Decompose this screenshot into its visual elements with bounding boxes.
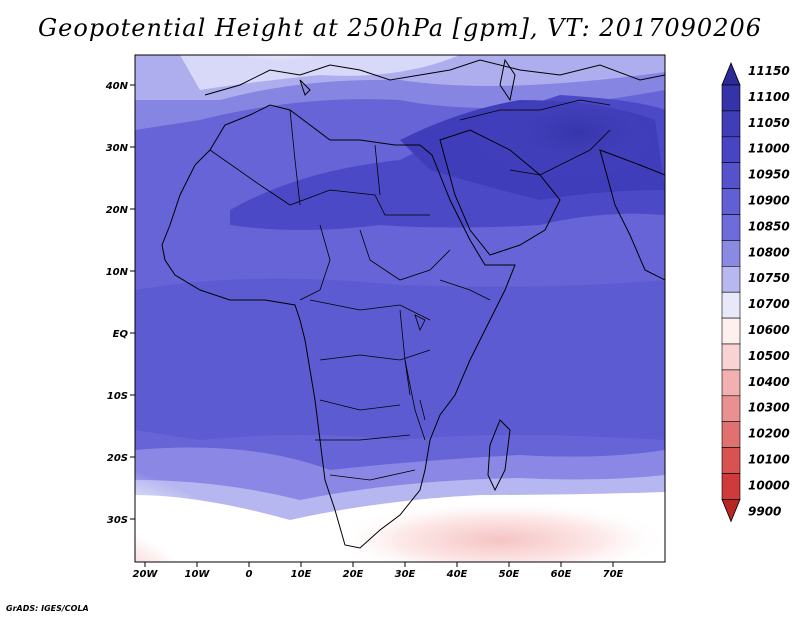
- colorbar-swatch: [721, 369, 741, 397]
- x-tick-label: 40E: [446, 569, 468, 580]
- colorbar-label: 10950: [748, 168, 790, 182]
- y-tick-label: 30S: [107, 515, 128, 526]
- x-tick-label: 0: [246, 569, 253, 580]
- y-tick-label: 20S: [107, 453, 128, 464]
- colorbar-label: 10200: [748, 427, 790, 441]
- y-tick-label: 10N: [106, 267, 129, 278]
- colorbar-swatch: [721, 421, 741, 448]
- colorbar-label: 11000: [748, 142, 790, 156]
- coastlines: [161, 58, 665, 549]
- colorbar-swatch: [721, 188, 741, 215]
- plot-frame: [134, 54, 666, 563]
- map-title: Geopotential Height at 250hPa [gpm], VT:…: [38, 14, 762, 42]
- colorbar-label: 9900: [748, 504, 781, 518]
- colorbar-top-arrow: [721, 61, 741, 86]
- colorbar-label: 11100: [748, 90, 790, 104]
- x-tick-label: 10W: [185, 569, 211, 580]
- colorbar-swatch: [721, 447, 741, 474]
- colorbar-swatch: [721, 473, 741, 500]
- colorbar-swatch: [721, 214, 741, 241]
- colorbar-label: 10000: [748, 478, 790, 492]
- colorbar-swatch: [721, 343, 741, 371]
- colorbar-swatch: [721, 395, 741, 422]
- x-tick-label: 20E: [343, 569, 364, 580]
- colorbar-swatch: [721, 291, 741, 319]
- colorbar-label: 10500: [748, 349, 790, 363]
- colorbar-swatch: [721, 84, 741, 112]
- height-field: [135, 55, 665, 562]
- colorbar-swatch: [721, 265, 741, 293]
- colorbar-label: 10300: [748, 401, 790, 415]
- colorbar: 11150 11100 11050 11000 10950 10900 10850 10800…: [721, 61, 790, 523]
- y-tick-label: 40N: [105, 81, 129, 92]
- colorbar-label: 10900: [748, 194, 790, 208]
- credit-text: GrADS: IGES/COLA: [6, 604, 89, 613]
- x-tick-label: 60E: [551, 569, 572, 580]
- x-tick-label: 20W: [133, 569, 159, 580]
- colorbar-label: 10100: [748, 453, 790, 467]
- y-tick-label: 10S: [107, 391, 128, 402]
- y-axis: 40N 30N 20N 10N EQ 10S 20S 30S: [105, 81, 135, 526]
- x-axis: 20W 10W 0 10E 20E 30E 40E 50E 60E 70E: [133, 562, 624, 580]
- y-tick-label: EQ: [113, 329, 129, 340]
- colorbar-label: 11150: [748, 64, 790, 78]
- y-tick-label: 20N: [106, 205, 129, 216]
- x-tick-label: 50E: [499, 569, 520, 580]
- colorbar-label: 10700: [748, 297, 790, 311]
- colorbar-swatch: [721, 162, 741, 189]
- colorbar-swatch: [721, 240, 741, 267]
- colorbar-label: 10400: [748, 375, 790, 389]
- colorbar-label: 10750: [748, 271, 790, 285]
- y-tick-label: 30N: [106, 143, 129, 154]
- colorbar-swatch: [721, 110, 741, 138]
- colorbar-swatch: [721, 317, 741, 345]
- x-tick-label: 30E: [395, 569, 416, 580]
- x-tick-label: 70E: [603, 569, 624, 580]
- colorbar-swatch: [721, 136, 741, 164]
- x-tick-label: 10E: [291, 569, 312, 580]
- colorbar-label: 10600: [748, 323, 790, 337]
- colorbar-label: 10850: [748, 219, 790, 233]
- colorbar-bottom-arrow: [721, 498, 741, 523]
- colorbar-label: 10800: [748, 245, 790, 259]
- colorbar-label: 11050: [748, 116, 790, 130]
